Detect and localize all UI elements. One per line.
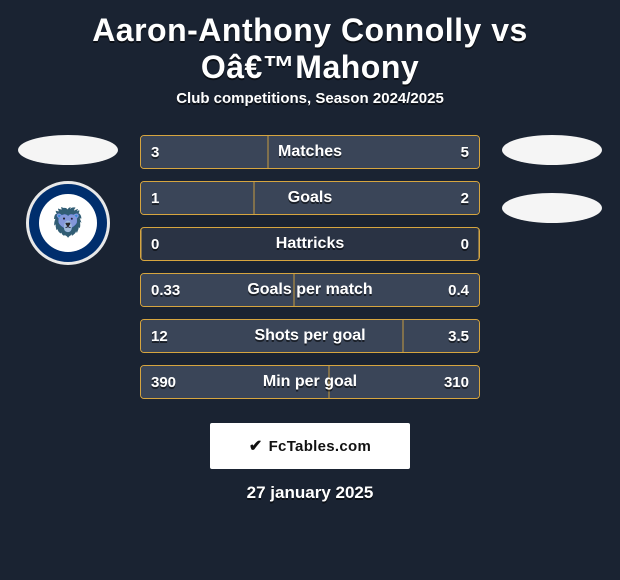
stat-value-left: 390 [151, 374, 176, 391]
stat-value-right: 2 [461, 190, 469, 207]
stat-bars-container: 3 Matches 5 1 Goals 2 0 Hattricks 0 0.33 Goals per… [140, 135, 480, 399]
stat-value-left: 3 [151, 144, 159, 161]
stat-label: Matches [278, 143, 342, 161]
stat-value-right: 310 [444, 374, 469, 391]
stat-value-left: 0.33 [151, 282, 180, 299]
stat-label: Shots per goal [254, 327, 365, 345]
right-flag-ellipse-2 [502, 193, 602, 223]
stat-row: 0.33 Goals per match 0.4 [140, 273, 480, 307]
site-logo-text: FcTables.com [269, 438, 372, 455]
bar-fill-left [141, 228, 142, 260]
stat-row: 3 Matches 5 [140, 135, 480, 169]
logo-icon: ✔ [249, 436, 263, 456]
page-title: Aaron-Anthony Connolly vs Oâ€™Mahony [0, 0, 620, 90]
snapshot-date: 27 january 2025 [0, 483, 620, 503]
left-player-column: 🦁 [18, 135, 118, 265]
bar-fill-left [141, 136, 268, 168]
season-subtitle: Club competitions, Season 2024/2025 [0, 90, 620, 107]
right-player-column [502, 135, 602, 223]
lion-icon: 🦁 [51, 209, 86, 237]
stat-label: Min per goal [263, 373, 357, 391]
stat-row: 1 Goals 2 [140, 181, 480, 215]
stat-value-right: 0 [461, 236, 469, 253]
right-flag-ellipse-1 [502, 135, 602, 165]
stat-row: 0 Hattricks 0 [140, 227, 480, 261]
stat-value-right: 5 [461, 144, 469, 161]
stat-value-right: 3.5 [448, 328, 469, 345]
crest-inner-circle: 🦁 [39, 194, 97, 252]
stat-value-left: 0 [151, 236, 159, 253]
bar-fill-right [478, 228, 479, 260]
stat-value-right: 0.4 [448, 282, 469, 299]
left-club-crest: 🦁 [26, 181, 110, 265]
stat-label: Goals [288, 189, 332, 207]
stat-value-left: 1 [151, 190, 159, 207]
stat-label: Goals per match [247, 281, 372, 299]
site-logo-strip: ✔ FcTables.com [210, 423, 410, 469]
left-flag-ellipse [18, 135, 118, 165]
comparison-area: 🦁 3 Matches 5 1 Goals 2 0 Hattricks 0 0.33 Goals p… [0, 135, 620, 399]
stat-value-left: 12 [151, 328, 168, 345]
stat-label: Hattricks [276, 235, 344, 253]
stat-row: 390 Min per goal 310 [140, 365, 480, 399]
stat-row: 12 Shots per goal 3.5 [140, 319, 480, 353]
